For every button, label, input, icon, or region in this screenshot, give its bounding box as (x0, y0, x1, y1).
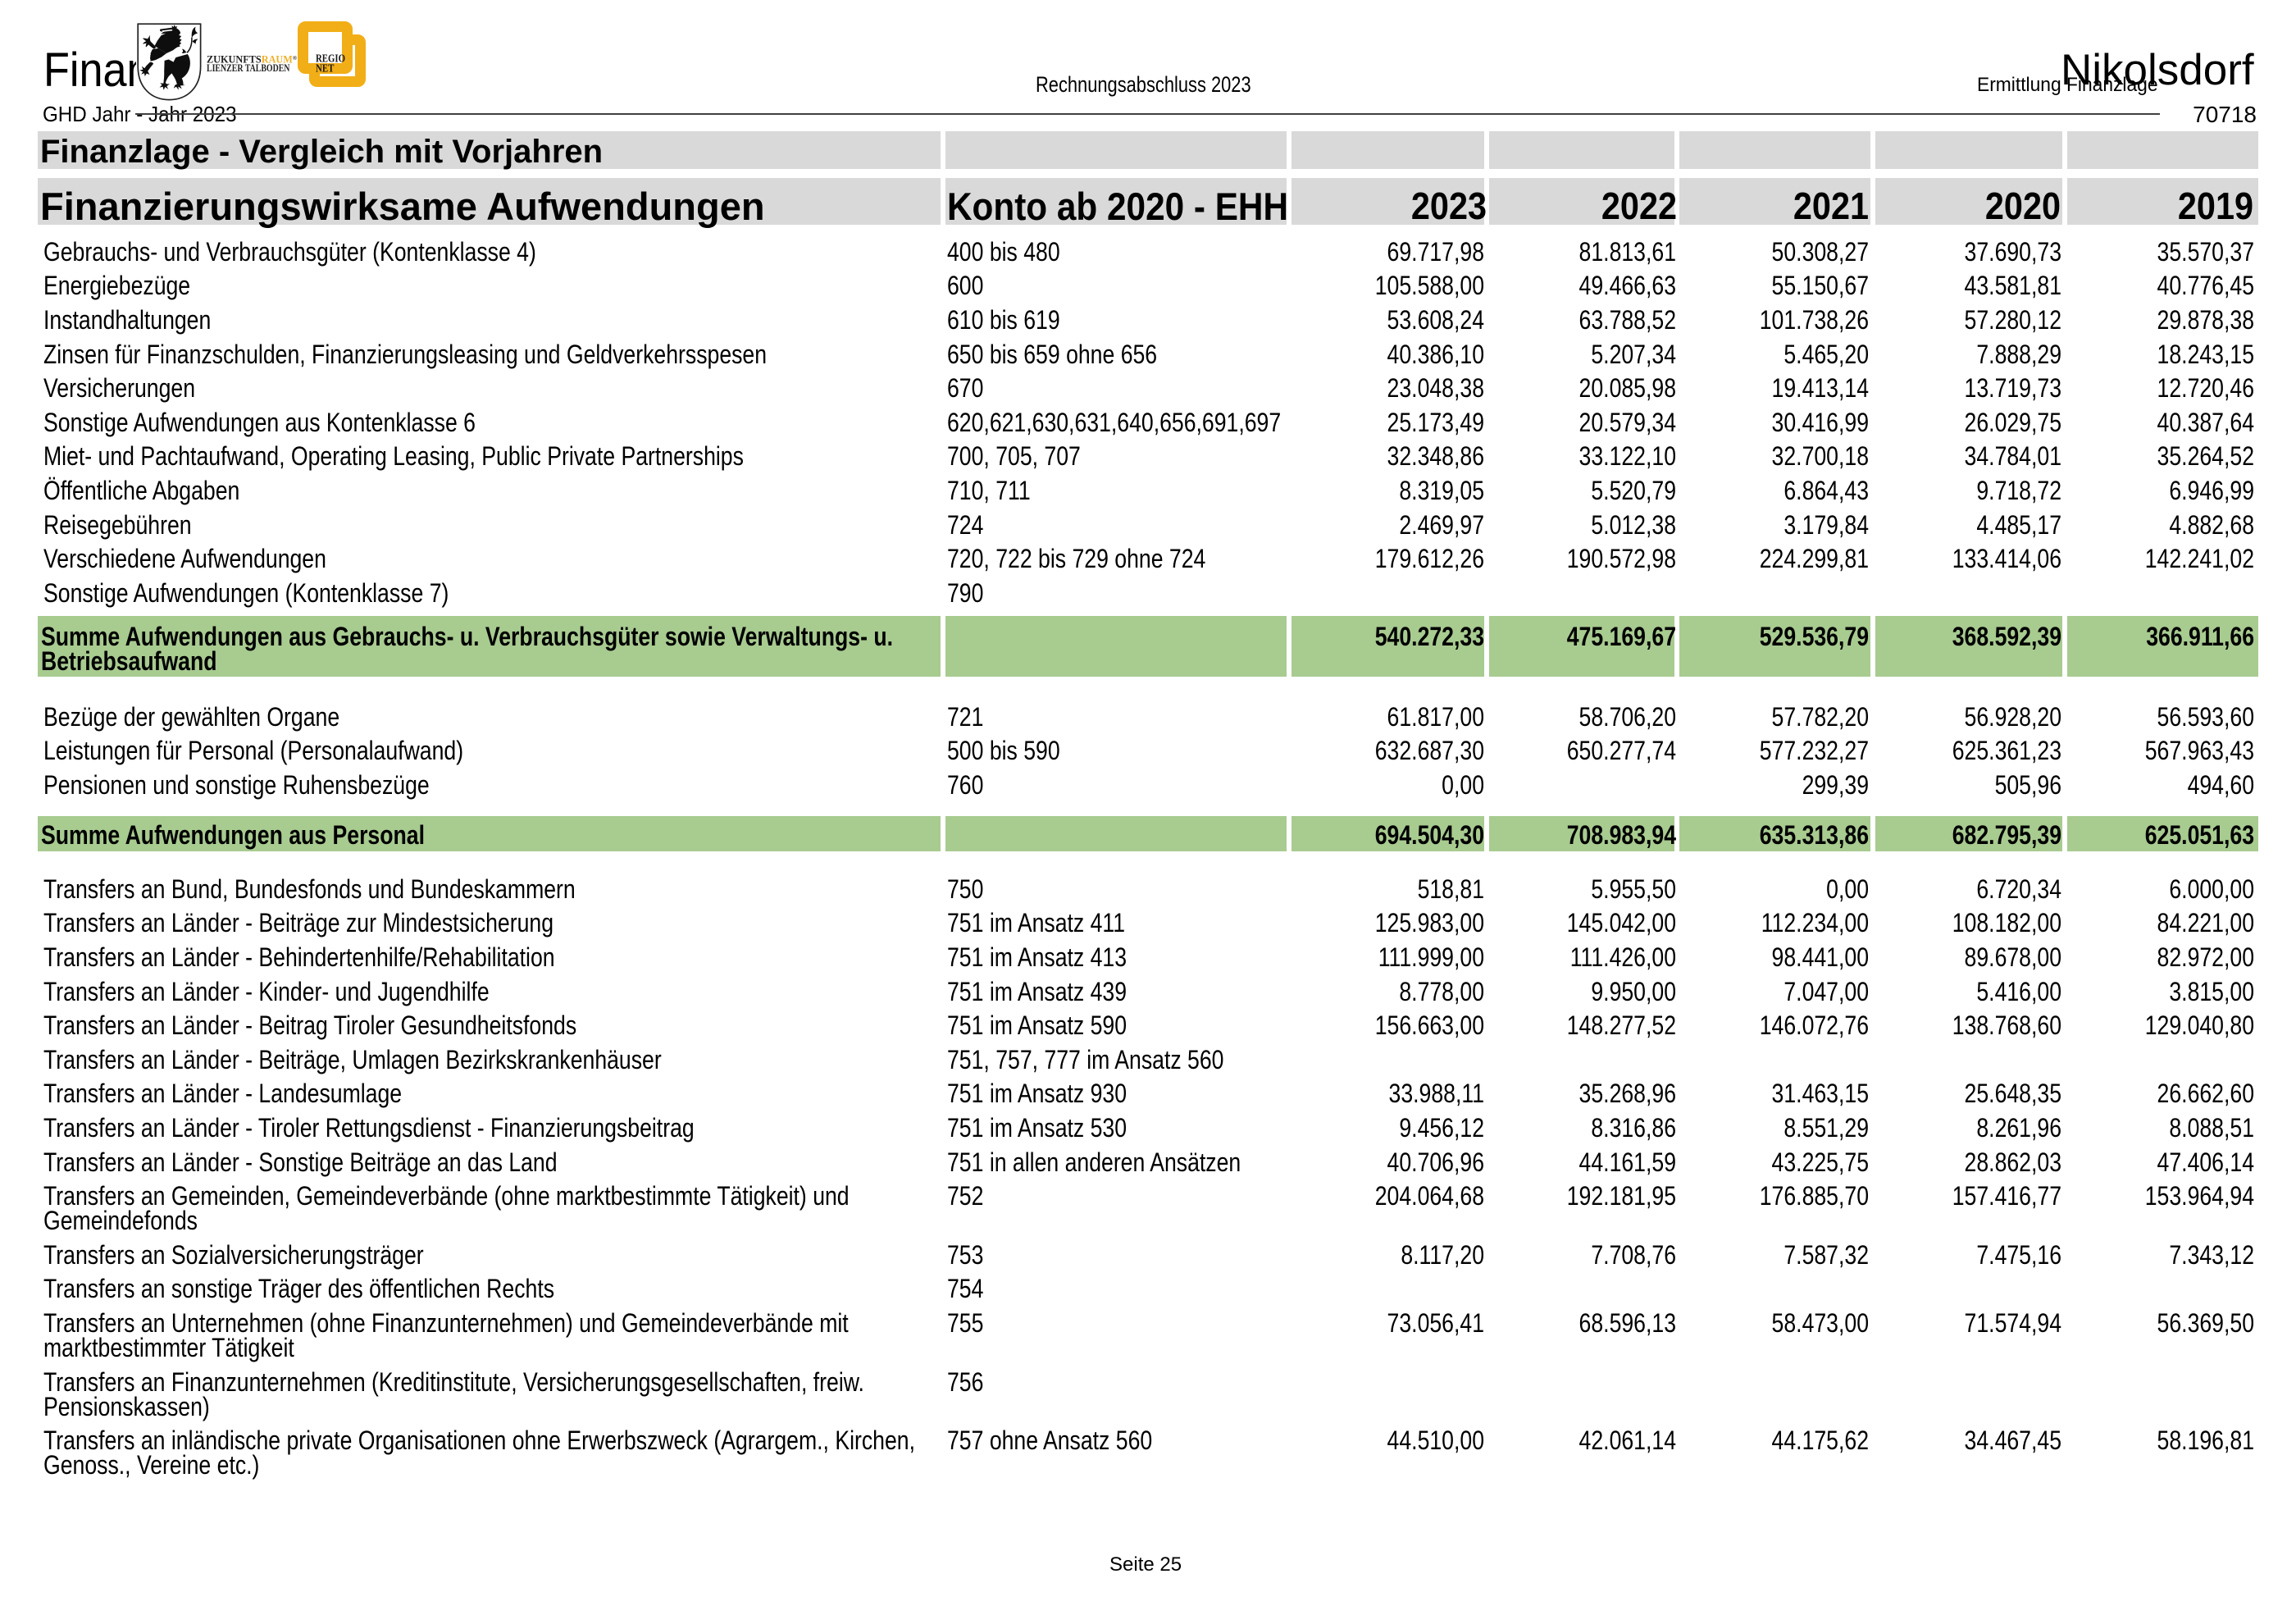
svg-text:NET: NET (316, 62, 334, 75)
svg-text:REGIO: REGIO (316, 52, 345, 65)
